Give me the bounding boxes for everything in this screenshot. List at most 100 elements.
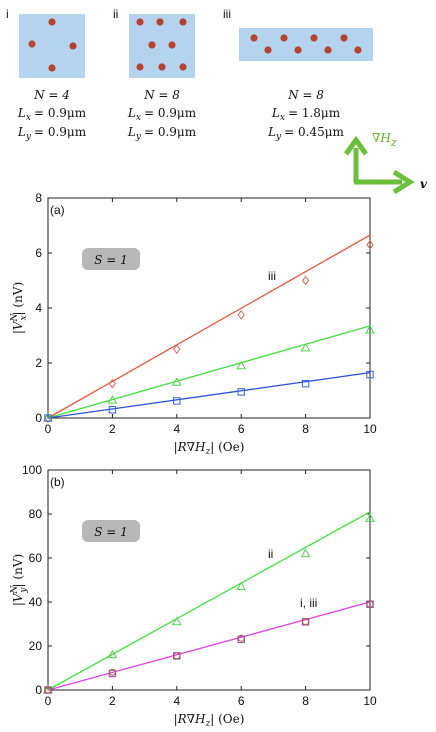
data-point [173,397,181,405]
fit-line [47,371,371,419]
length-label: Ly = 0.9μm [127,125,197,142]
x-tick-label: 10 [363,694,377,708]
data-point [237,310,245,320]
y-axis-label: |VNy| (nV) [10,554,29,606]
y-label-part: x [19,315,29,320]
gradient-text: ∇H [372,131,391,145]
data-point [236,360,247,370]
y-tick-label: 20 [29,639,43,653]
length-label: Ly = 0.9μm [17,125,87,142]
data-point [171,616,182,626]
data-point [44,414,52,422]
x-tick-label: 6 [238,422,245,436]
y-tick-label: 60 [29,551,43,565]
length-value: = 1.8μm [288,106,341,120]
particles-i [28,18,77,72]
y-label-part: | (nV) [11,554,25,588]
x-tick-label: 6 [238,694,245,708]
gradient-label: ∇Hz [372,131,397,149]
data-point [108,668,116,676]
data-point [173,652,181,660]
data-point [301,275,310,286]
data-point [44,686,52,694]
data-point [173,344,181,355]
fit-line [47,511,371,691]
n-label: N = 8 [287,88,324,102]
x-label-part: z [205,447,211,457]
length-value: = 0.9μm [34,106,87,120]
sample-iii [239,28,373,61]
data-point [108,378,117,389]
y-tick-label: 8 [35,191,42,205]
data-point [237,634,245,642]
data-point [366,600,374,608]
y-tick-label: 0 [35,683,42,697]
x-tick-label: 0 [45,422,52,436]
panel-label: (b) [50,475,65,489]
length-label: Lx = 1.8μm [271,106,341,123]
x-tick-label: 8 [302,422,309,436]
y-axis-label: |VNx| (nV) [10,282,29,334]
gradient-arrow [343,135,369,182]
y-label-part: |V [11,320,25,334]
fit-line [47,601,371,691]
fit-line [47,325,371,419]
y-tick-label: 6 [35,246,42,260]
length-label: Lx = 0.9μm [17,106,87,123]
x-label-part: | (Oe) [210,712,244,726]
x-label-part: z [205,719,211,729]
particles-iii [250,34,362,54]
panel-label: iii [223,7,231,21]
n-text: N = 8 [287,88,324,102]
x-label-part: |R∇H [174,440,206,454]
data-point [171,377,182,386]
box-label: S = 1 [94,253,128,267]
annotation: iii [268,269,276,283]
y-tick-label: 4 [35,301,42,315]
plot-frame [47,469,371,691]
data-point [366,370,374,379]
fit-line [47,234,371,419]
x-tick-label: 2 [109,422,116,436]
x-label-part: |R∇H [174,712,206,726]
data-point [300,548,311,558]
x-tick-label: 2 [109,694,116,708]
panel-label: (a) [50,203,65,217]
x-tick-label: 8 [302,694,309,708]
annotation: ii [268,547,273,561]
panel-label: ii [113,7,118,21]
n-text: N = 8 [143,88,180,102]
data-point [236,581,247,591]
x-tick-label: 0 [45,694,52,708]
data-point [237,388,245,396]
n-label: N = 4 [33,88,70,102]
x-axis-label: |R∇Hz| (Oe) [174,712,245,729]
label-box [82,520,140,542]
box-label: S = 1 [94,525,128,539]
panel-label: i [6,7,9,21]
gradient-sub: z [390,136,397,149]
velocity-label: v [420,177,428,191]
length-value: = 0.9μm [34,125,87,139]
length-label: Ly = 0.45μm [267,125,344,142]
length-value: = 0.9μm [144,106,197,120]
annotation: i, iii [300,596,317,610]
y-label-part: N [10,584,20,594]
data-point [108,406,117,414]
x-tick-label: 4 [173,422,180,436]
data-point [365,513,375,522]
data-point [107,395,118,404]
particles-ii [136,18,187,71]
length-value: = 0.45μm [284,125,344,139]
y-tick-label: 100 [22,463,42,477]
arrows [343,135,415,195]
n-label: N = 8 [143,88,180,102]
length-label: Lx = 0.9μm [127,106,197,123]
y-label-part: y [19,587,29,594]
data-point [302,618,310,626]
data-point [107,649,118,659]
velocity-arrow [354,169,415,195]
x-label-part: | (Oe) [210,440,244,454]
y-label-part: N [10,312,20,322]
